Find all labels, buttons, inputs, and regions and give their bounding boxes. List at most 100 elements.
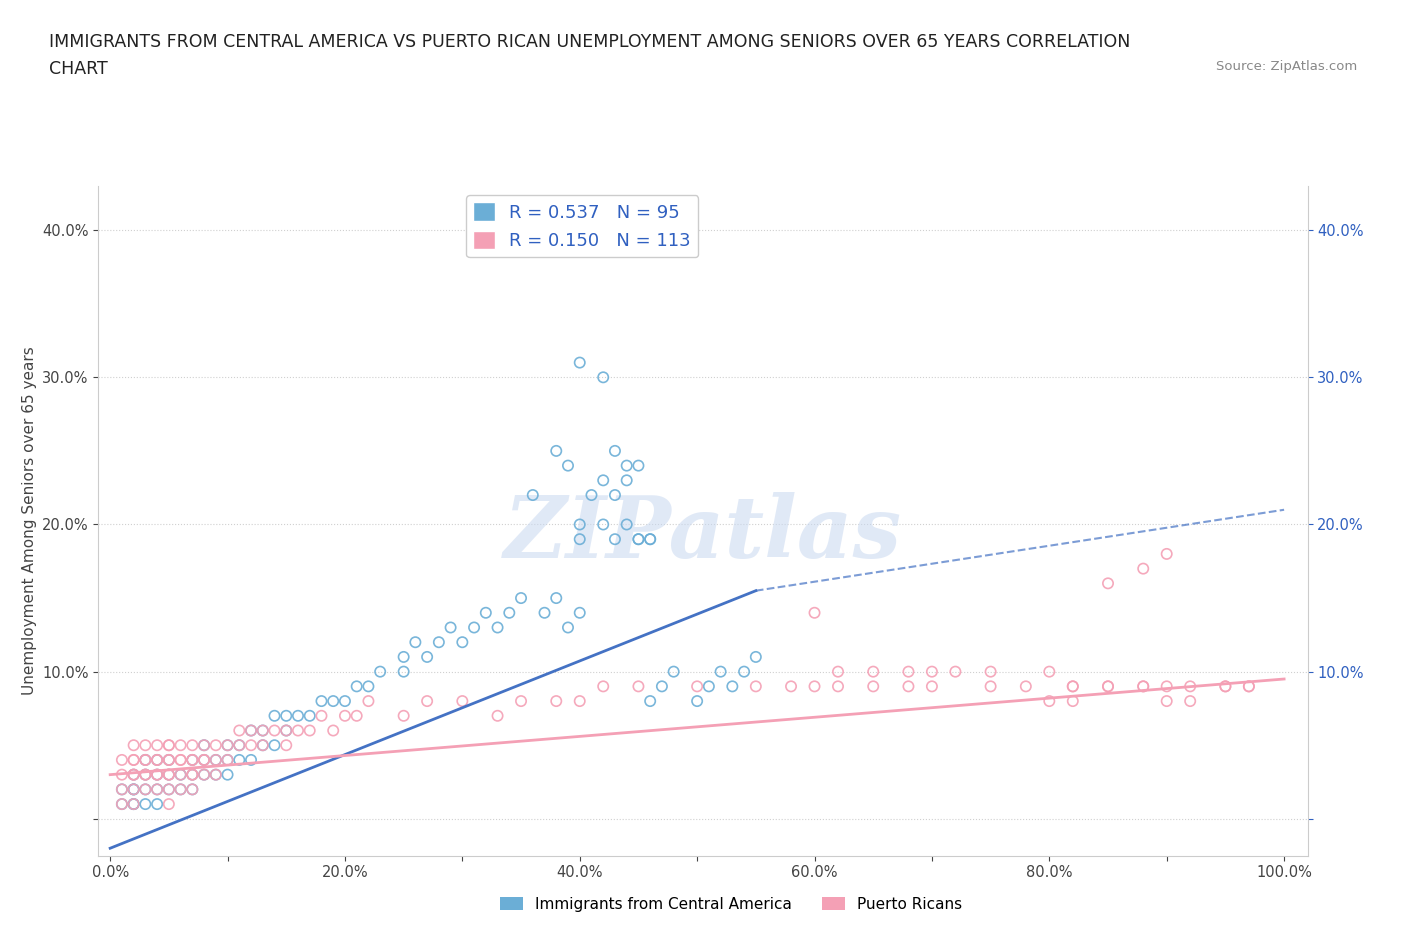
- Point: [921, 664, 943, 679]
- Point: [416, 694, 439, 709]
- Point: [603, 444, 626, 458]
- Point: [357, 679, 380, 694]
- Point: [134, 752, 156, 767]
- Point: [568, 694, 591, 709]
- Point: [122, 782, 145, 797]
- Point: [204, 752, 226, 767]
- Point: [475, 605, 498, 620]
- Point: [322, 723, 344, 737]
- Point: [204, 752, 226, 767]
- Point: [627, 532, 650, 547]
- Point: [157, 737, 180, 752]
- Point: [111, 752, 134, 767]
- Point: [157, 797, 180, 812]
- Point: [627, 532, 650, 547]
- Point: [1062, 679, 1084, 694]
- Point: [146, 767, 169, 782]
- Point: [287, 723, 309, 737]
- Point: [111, 797, 134, 812]
- Point: [204, 737, 226, 752]
- Point: [1215, 679, 1237, 694]
- Point: [169, 752, 191, 767]
- Point: [146, 752, 169, 767]
- Point: [276, 723, 298, 737]
- Point: [533, 605, 555, 620]
- Point: [451, 635, 474, 650]
- Point: [181, 782, 204, 797]
- Point: [510, 591, 533, 605]
- Point: [263, 737, 285, 752]
- Point: [193, 767, 215, 782]
- Point: [169, 767, 191, 782]
- Point: [134, 737, 156, 752]
- Point: [897, 664, 920, 679]
- Point: [568, 605, 591, 620]
- Point: [217, 752, 239, 767]
- Point: [1015, 679, 1038, 694]
- Point: [228, 723, 250, 737]
- Point: [546, 694, 568, 709]
- Point: [803, 605, 825, 620]
- Point: [638, 694, 661, 709]
- Point: [193, 752, 215, 767]
- Point: [1180, 679, 1202, 694]
- Point: [193, 752, 215, 767]
- Point: [276, 723, 298, 737]
- Point: [1156, 679, 1178, 694]
- Point: [217, 752, 239, 767]
- Point: [1038, 664, 1060, 679]
- Point: [603, 532, 626, 547]
- Point: [228, 752, 250, 767]
- Point: [157, 752, 180, 767]
- Point: [546, 444, 568, 458]
- Point: [463, 620, 485, 635]
- Point: [181, 752, 204, 767]
- Point: [780, 679, 803, 694]
- Point: [568, 532, 591, 547]
- Point: [181, 767, 204, 782]
- Point: [122, 782, 145, 797]
- Point: [193, 752, 215, 767]
- Point: [217, 737, 239, 752]
- Point: [157, 767, 180, 782]
- Text: Source: ZipAtlas.com: Source: ZipAtlas.com: [1216, 60, 1357, 73]
- Point: [181, 752, 204, 767]
- Point: [710, 664, 733, 679]
- Point: [897, 679, 920, 694]
- Point: [287, 709, 309, 724]
- Point: [122, 782, 145, 797]
- Point: [627, 679, 650, 694]
- Point: [616, 458, 638, 473]
- Point: [122, 767, 145, 782]
- Point: [427, 635, 450, 650]
- Point: [451, 694, 474, 709]
- Point: [1097, 679, 1119, 694]
- Point: [1237, 679, 1260, 694]
- Point: [122, 752, 145, 767]
- Point: [228, 737, 250, 752]
- Point: [510, 694, 533, 709]
- Point: [557, 620, 579, 635]
- Point: [263, 723, 285, 737]
- Point: [603, 487, 626, 502]
- Point: [122, 797, 145, 812]
- Point: [146, 782, 169, 797]
- Point: [1132, 561, 1154, 576]
- Point: [662, 664, 685, 679]
- Point: [146, 767, 169, 782]
- Point: [592, 517, 614, 532]
- Text: IMMIGRANTS FROM CENTRAL AMERICA VS PUERTO RICAN UNEMPLOYMENT AMONG SENIORS OVER : IMMIGRANTS FROM CENTRAL AMERICA VS PUERT…: [49, 33, 1130, 50]
- Point: [980, 679, 1002, 694]
- Point: [333, 709, 356, 724]
- Point: [240, 752, 263, 767]
- Point: [263, 709, 285, 724]
- Point: [980, 664, 1002, 679]
- Point: [581, 487, 603, 502]
- Point: [592, 472, 614, 487]
- Point: [276, 737, 298, 752]
- Point: [122, 797, 145, 812]
- Point: [252, 737, 274, 752]
- Point: [392, 649, 415, 664]
- Point: [111, 797, 134, 812]
- Point: [404, 635, 426, 650]
